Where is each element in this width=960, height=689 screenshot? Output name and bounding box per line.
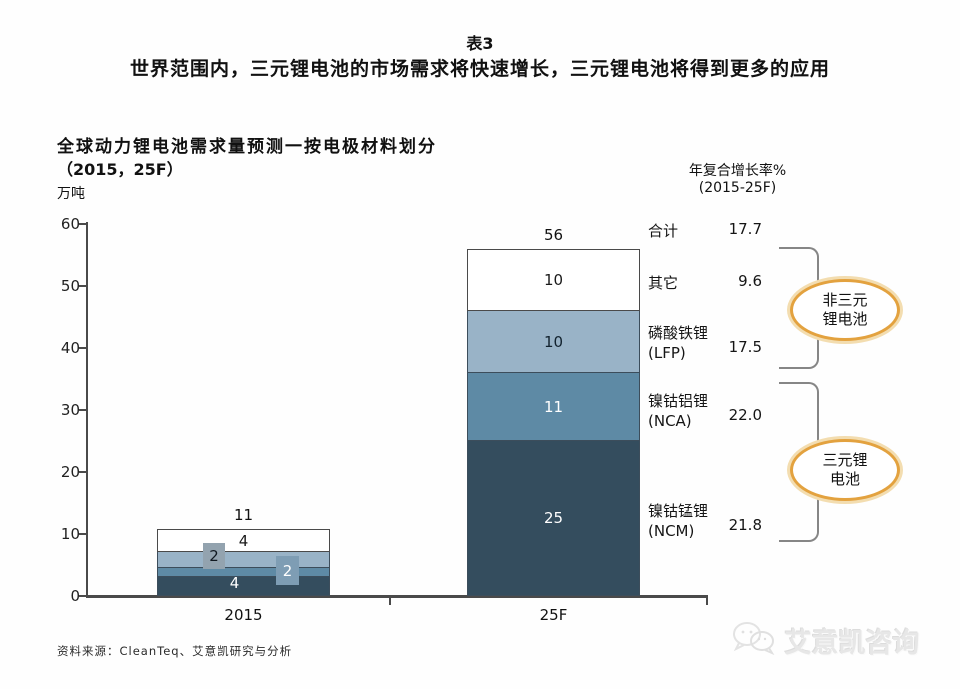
y-tick [79,471,87,473]
cagr-row-lfp-label: 磷酸铁锂 [648,324,709,342]
x-tick [706,598,708,605]
cagr-row-ncm-sublabel: (NCM) [648,522,695,540]
bar-segment-nca-2015 [157,568,330,577]
group-ellipse-non-ternary: 非三元 锂电池 [790,279,900,341]
x-tick [389,598,391,605]
group-ellipse-ternary: 三元锂 电池 [790,439,900,501]
segment-label-other-2015: 4 [238,532,249,550]
cagr-row-lfp-value: 17.5 [728,338,762,356]
wechat-logo-icon [731,619,777,661]
cagr-row-total-value: 17.7 [728,220,762,238]
y-axis-label-50: 50 [60,277,80,295]
source-note: 资料来源：CleanTeq、艾意凯研究与分析 [57,644,293,658]
y-tick [79,409,87,411]
cagr-row-ncm-value: 21.8 [728,516,762,534]
y-tick [79,347,87,349]
y-tick [79,533,87,535]
cagr-row-other-value: 9.6 [738,272,762,290]
bar-segment-ncm-25f: 25 [467,441,640,596]
watermark-text: 艾意凯咨询 [784,627,920,659]
group-label-line: 三元锂 [822,451,868,469]
y-tick [79,285,87,287]
cagr-row-nca-value: 22.0 [728,406,762,424]
bar-segment-other-2015 [157,529,330,552]
segment-label-lfp-2015: 2 [203,543,225,569]
y-axis-label-60: 60 [60,215,80,233]
bar-segment-lfp-2015 [157,552,330,568]
cagr-row-lfp-sublabel: (LFP) [648,344,686,362]
cagr-row-other-label: 其它 [648,274,679,292]
y-tick [79,223,87,225]
y-axis-unit-label: 万吨 [57,186,85,202]
y-axis-label-10: 10 [60,525,80,543]
cagr-row-nca-sublabel: (NCA) [648,412,692,430]
x-axis [86,595,708,598]
chart-title-line1: 全球动力锂电池需求量预测一按电极材料划分 [57,137,437,157]
cagr-row-ncm-label: 镍钴锰锂 [648,502,709,520]
watermark: 艾意凯咨询 [700,612,950,668]
page-title: 世界范围内，三元锂电池的市场需求将快速增长，三元锂电池将得到更多的应用 [129,58,830,80]
y-axis-label-30: 30 [60,401,80,419]
bar-segment-lfp-25f: 10 [467,311,640,373]
bar-total-25f: 56 [543,226,564,244]
bar-segment-nca-25f: 11 [467,373,640,441]
bar-segment-other-25f: 10 [467,249,640,311]
bar-total-2015: 11 [233,506,254,524]
group-label-line: 锂电池 [822,310,868,328]
group-label-line: 电池 [829,470,860,488]
chart-title-line2: （2015，25F） [57,160,183,179]
segment-label-nca-2015: 2 [276,556,299,585]
y-axis [86,222,88,598]
segment-label-ncm-2015: 4 [229,574,240,592]
y-tick [79,595,87,597]
cagr-row-total-label: 合计 [648,222,679,240]
cagr-header-line1: 年复合增长率% [688,163,787,179]
cagr-row-nca-label: 镍钴铝锂 [648,392,709,410]
table-number: 表3 [466,34,494,53]
y-axis-label-0: 0 [70,587,80,605]
x-axis-label-2015: 2015 [224,606,263,624]
y-axis-label-20: 20 [60,463,80,481]
group-label-line: 非三元 [822,291,868,309]
cagr-header-line2: (2015-25F) [698,180,777,196]
x-axis-label-25f: 25F [539,606,568,624]
y-axis-label-40: 40 [60,339,80,357]
